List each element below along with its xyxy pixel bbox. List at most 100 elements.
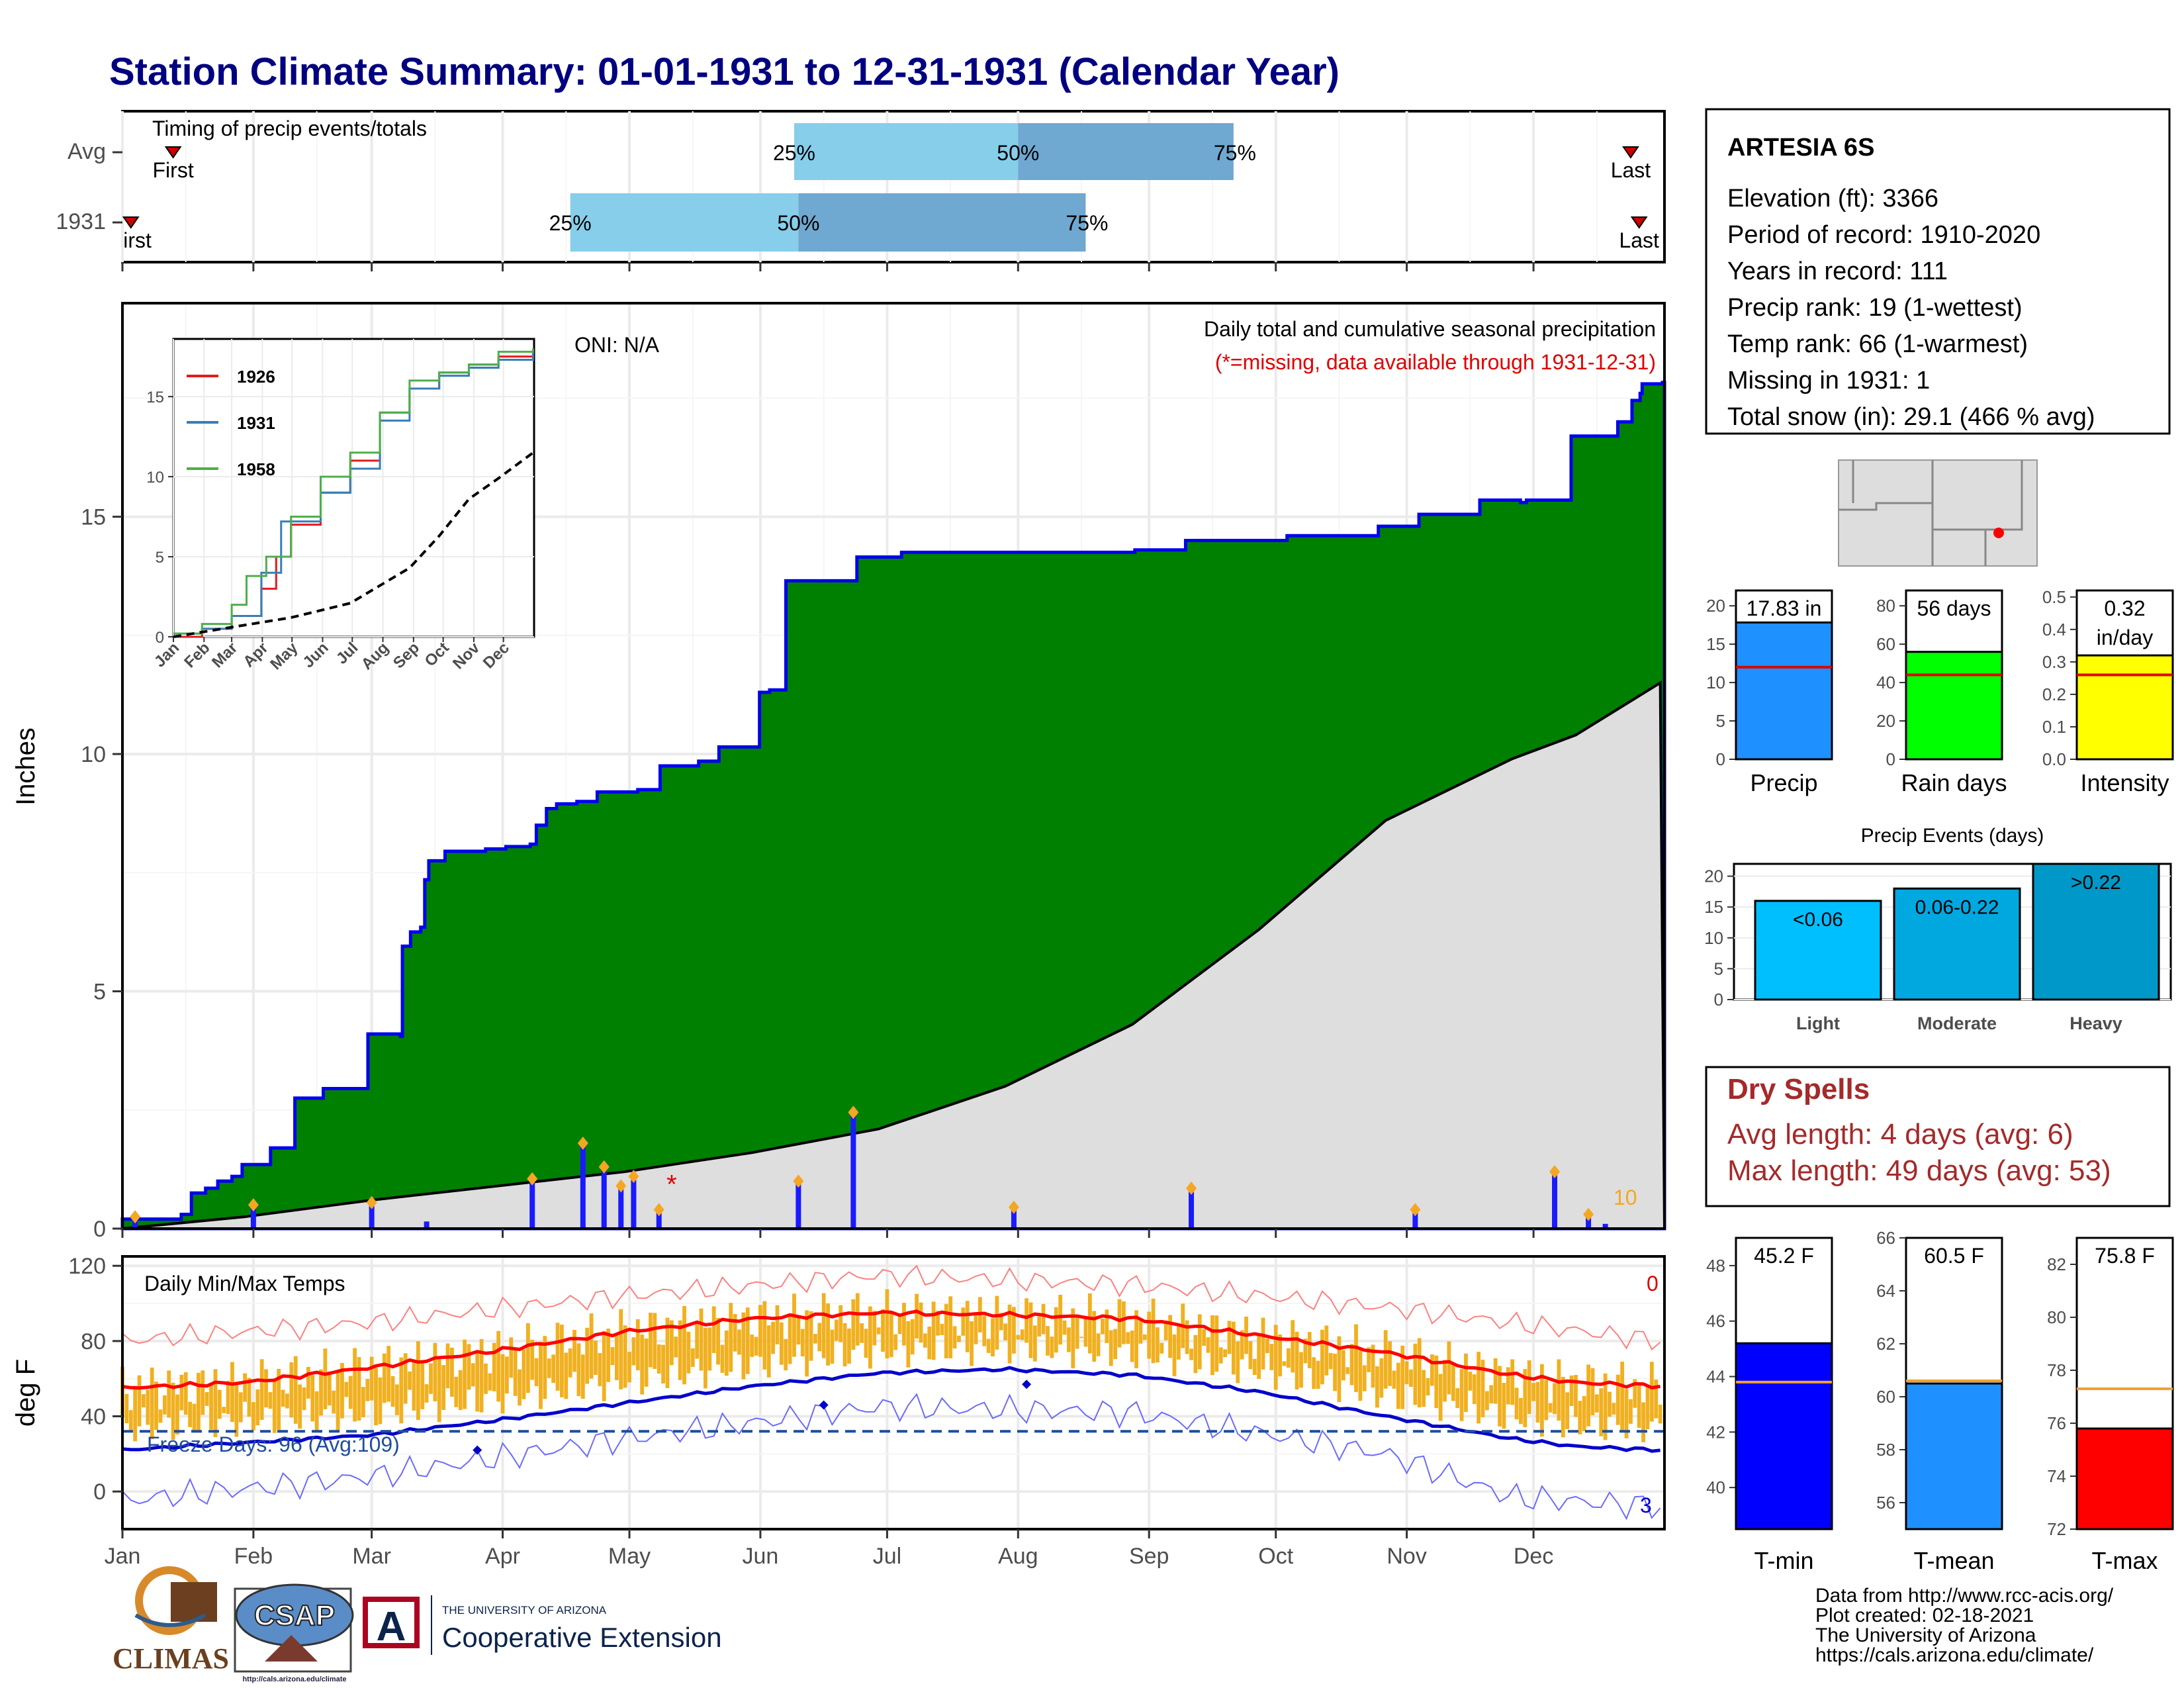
daily-temp-bar bbox=[505, 1356, 509, 1394]
month-label: Jan bbox=[105, 1544, 141, 1569]
daily-temp-bar bbox=[154, 1382, 158, 1430]
daily-temp-bar bbox=[682, 1305, 686, 1385]
bar-value-label: 60.5 F bbox=[1924, 1244, 1984, 1268]
bar-chart-precip: 0 5 10 15 20 17.83 in Precip bbox=[1706, 589, 1833, 796]
daily-temp-bar bbox=[649, 1312, 653, 1368]
daily-temp-bar bbox=[1430, 1354, 1434, 1386]
daily-temp-bar bbox=[784, 1338, 788, 1371]
q75-label-avg: 75% bbox=[1214, 141, 1256, 165]
daily-temp-bar bbox=[1172, 1334, 1177, 1377]
daily-temp-bar bbox=[606, 1329, 611, 1382]
daily-temp-bar bbox=[1539, 1364, 1544, 1437]
bar-ytick-label: 20 bbox=[1706, 596, 1725, 616]
bar-ytick-label: 40 bbox=[1876, 673, 1895, 692]
daily-temp-bar bbox=[1455, 1388, 1460, 1409]
daily-temp-bar bbox=[1464, 1353, 1468, 1413]
daily-temp-bar bbox=[1417, 1338, 1422, 1408]
bar-ytick-label: 66 bbox=[1876, 1228, 1895, 1248]
event-marker bbox=[248, 1198, 259, 1212]
daily-temp-bar bbox=[1358, 1348, 1363, 1401]
daily-temp-bar bbox=[374, 1368, 378, 1426]
daily-temp-bar bbox=[183, 1372, 188, 1415]
event-marker bbox=[1583, 1207, 1594, 1221]
daily-temp-bar bbox=[264, 1369, 268, 1408]
daily-temp-bar bbox=[1641, 1402, 1645, 1442]
daily-temp-bar bbox=[999, 1313, 1003, 1331]
daily-temp-bar bbox=[944, 1303, 948, 1359]
daily-temp-bar bbox=[133, 1385, 138, 1442]
month-label: Oct bbox=[1258, 1544, 1293, 1569]
bar-category-label: T-max bbox=[2091, 1547, 2158, 1574]
daily-temp-bar bbox=[353, 1348, 357, 1422]
daily-temp-bar bbox=[1299, 1352, 1303, 1388]
dry-spells-title: Dry Spells bbox=[1727, 1073, 1870, 1105]
daily-temp-bar bbox=[1422, 1370, 1426, 1407]
daily-temp-bar bbox=[403, 1353, 408, 1404]
daily-temp-bar bbox=[555, 1323, 560, 1391]
daily-temp-bar bbox=[167, 1370, 171, 1418]
events-bar-label: <0.06 bbox=[1793, 909, 1843, 931]
csap-logo: CSAP http://cals.arizona.edu/climate bbox=[234, 1583, 354, 1683]
temp-panel-title: Daily Min/Max Temps bbox=[144, 1272, 345, 1295]
legend-1931: 1931 bbox=[237, 413, 275, 433]
bar-value-label: 75.8 F bbox=[2095, 1244, 2155, 1268]
bar-ytick-label: 15 bbox=[1706, 634, 1725, 654]
daily-precip-bar bbox=[1602, 1223, 1608, 1229]
daily-temp-bar bbox=[1160, 1342, 1164, 1354]
quartile-bar-high-1931 bbox=[798, 193, 1086, 252]
daily-temp-bar bbox=[957, 1335, 961, 1342]
daily-temp-bar bbox=[255, 1389, 260, 1426]
daily-temp-bar bbox=[1371, 1344, 1375, 1388]
daily-temp-bar bbox=[1058, 1294, 1063, 1345]
daily-temp-bar bbox=[585, 1327, 590, 1384]
daily-temp-bar bbox=[539, 1341, 543, 1409]
daily-temp-bar bbox=[1202, 1329, 1206, 1346]
events-category-label: Moderate bbox=[1917, 1013, 1997, 1033]
daily-temp-bar bbox=[1341, 1350, 1345, 1381]
daily-temp-bar bbox=[1079, 1336, 1083, 1338]
daily-temp-bar bbox=[1210, 1315, 1214, 1376]
inset-legend: 1926 1931 1958 bbox=[187, 367, 275, 479]
daily-temp-bar bbox=[1071, 1308, 1075, 1369]
daily-temp-bar bbox=[201, 1370, 205, 1415]
daily-temp-bar bbox=[674, 1336, 678, 1358]
daily-temp-bar bbox=[1658, 1404, 1662, 1424]
daily-temp-bar bbox=[247, 1378, 251, 1417]
station-temp-rank: Temp rank: 66 (1-warmest) bbox=[1727, 330, 2028, 358]
daily-temp-bar bbox=[226, 1380, 230, 1415]
daily-temp-bar bbox=[217, 1389, 222, 1419]
daily-temp-bar bbox=[1231, 1321, 1236, 1375]
month-label: Feb bbox=[234, 1544, 273, 1569]
daily-temp-bar bbox=[872, 1311, 877, 1346]
event-marker bbox=[527, 1172, 538, 1186]
month-label: Jun bbox=[743, 1544, 779, 1569]
bar-value-label: 56 days bbox=[1917, 596, 1991, 620]
daily-temp-bar bbox=[661, 1344, 665, 1383]
bar-ytick-label: 60 bbox=[1876, 634, 1895, 654]
daily-temp-bar bbox=[982, 1315, 987, 1346]
station-precip-rank: Precip rank: 19 (1-wettest) bbox=[1727, 294, 2023, 322]
daily-temp-bar bbox=[463, 1339, 467, 1409]
daily-temp-bar bbox=[1506, 1367, 1510, 1405]
inset-ytick-label: 10 bbox=[146, 469, 164, 487]
daily-temp-bar bbox=[657, 1344, 661, 1374]
daily-temp-bar bbox=[1477, 1352, 1481, 1424]
temp-line-record_max bbox=[122, 1264, 1661, 1351]
daily-temp-bar bbox=[847, 1328, 851, 1364]
daily-temp-bar bbox=[492, 1342, 496, 1391]
events-ytick-label: 5 bbox=[1714, 959, 1723, 978]
daily-temp-bar bbox=[1252, 1358, 1257, 1376]
daily-temp-bar bbox=[1163, 1320, 1168, 1340]
daily-temp-bar bbox=[1223, 1349, 1228, 1358]
daily-temp-bar bbox=[327, 1371, 332, 1406]
daily-temp-bar bbox=[800, 1329, 805, 1357]
daily-precip-bar bbox=[529, 1178, 535, 1229]
daily-temp-bar bbox=[142, 1394, 146, 1408]
daily-temp-bar bbox=[1109, 1330, 1113, 1366]
csap-logo-text: CSAP bbox=[254, 1599, 335, 1632]
daily-temp-bar bbox=[771, 1321, 775, 1354]
daily-temp-bar bbox=[1324, 1325, 1329, 1376]
daily-temp-bar bbox=[420, 1361, 425, 1409]
daily-temp-bar bbox=[314, 1391, 319, 1430]
daily-temp-bar bbox=[518, 1369, 522, 1406]
